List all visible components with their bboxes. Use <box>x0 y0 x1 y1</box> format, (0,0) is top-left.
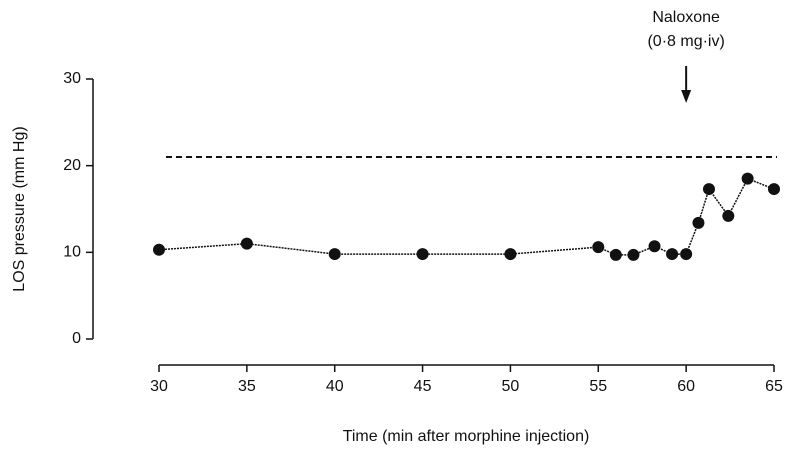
data-point <box>702 183 715 196</box>
data-point <box>692 216 705 229</box>
x-tick-label: 55 <box>589 378 607 395</box>
x-tick-label: 40 <box>326 378 344 395</box>
data-point <box>416 248 429 261</box>
data-point <box>741 172 754 185</box>
data-line <box>158 177 775 256</box>
data-point <box>627 248 640 261</box>
data-point <box>680 248 693 261</box>
y-tick-label: 30 <box>63 70 81 87</box>
data-point <box>328 248 341 261</box>
y-tick-label: 0 <box>72 330 81 347</box>
data-point <box>722 209 735 222</box>
data-point <box>240 237 253 250</box>
annotation: (0·8 mg·iv) <box>647 33 724 50</box>
data-point <box>768 183 780 196</box>
y-tick-label: 10 <box>63 244 81 261</box>
annotation-arrowhead <box>681 90 692 103</box>
y-tick-label: 20 <box>63 157 81 174</box>
data-point <box>609 248 622 261</box>
x-tick-label: 35 <box>238 378 256 395</box>
data-point <box>648 240 661 253</box>
x-tick-label: 45 <box>414 378 432 395</box>
y-axis-label: LOS pressure (mm Hg) <box>11 126 28 291</box>
data-point <box>666 248 679 261</box>
x-tick-label: 50 <box>502 378 520 395</box>
data-point <box>504 248 517 261</box>
x-axis-label: Time (min after morphine injection) <box>343 428 590 445</box>
data-point <box>592 241 605 254</box>
x-tick-label: 65 <box>765 378 783 395</box>
annotation: Naloxone <box>652 9 720 26</box>
x-tick-label: 30 <box>150 378 168 395</box>
data-point <box>153 243 165 256</box>
x-tick-label: 60 <box>677 378 695 395</box>
